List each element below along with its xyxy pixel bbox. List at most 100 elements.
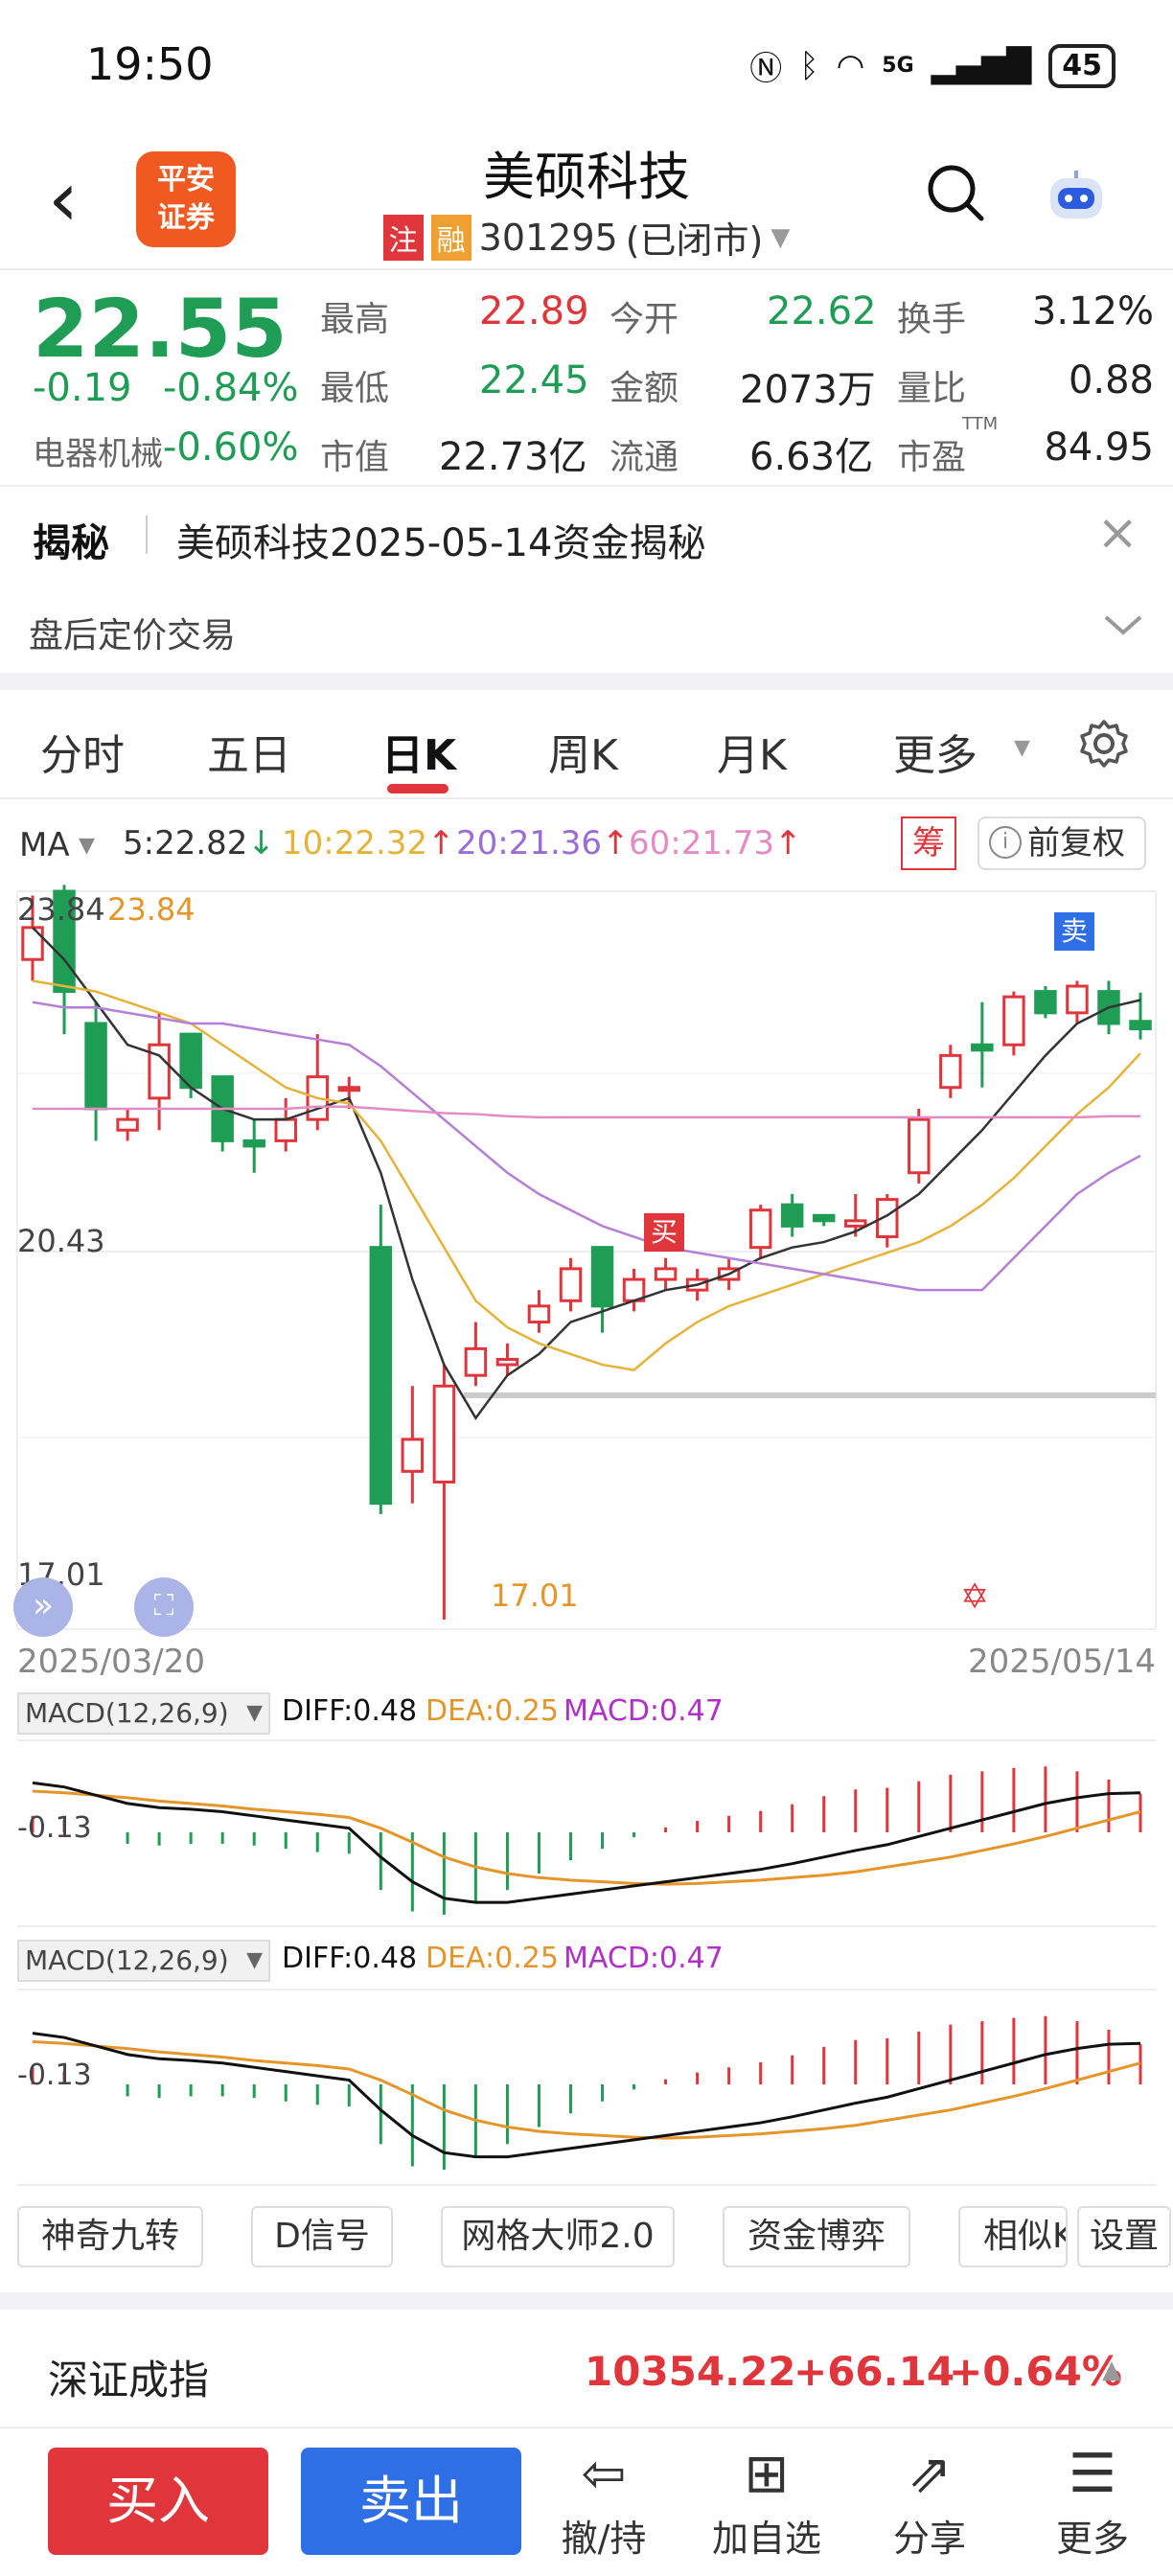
candle-body [401,1438,425,1473]
candle-body [84,1022,107,1111]
more-button[interactable]: ☰ 更多 [1025,2440,1160,2562]
current-price: 22.55 [33,282,288,376]
margin-badge-zhu: 注 [382,214,424,261]
adjust-mode-button[interactable]: i 前复权 [978,816,1146,870]
up-arrow-icon: ↑ [602,824,630,862]
more-dropdown-icon: ▼ [1014,736,1030,760]
turnover-value: 3.12% [1031,289,1154,334]
stock-name: 美硕科技 [483,147,690,207]
ma5-value-group: 5:22.82↓ [123,824,275,862]
sector-name[interactable]: 电器机械 [33,435,163,473]
macd1-label: MACD(12,26,9) [25,1697,229,1729]
robot-assistant-icon[interactable] [1045,169,1108,222]
pe-value: 84.95 [1044,426,1154,470]
candle-body [844,1219,867,1228]
min-price-marker: 17.01 [491,1577,579,1614]
notice-separator [146,516,148,554]
ma-selector[interactable]: MA [19,826,70,864]
section-gap [0,673,1173,690]
candle-body [559,1267,583,1302]
tool-d-signal[interactable]: D信号 [251,2206,393,2267]
candle-body [21,926,44,961]
macd2-macd: MACD:0.47 [564,1942,724,1975]
chart-svg [16,885,1157,2186]
y-axis-mid-label: 20.43 [17,1223,105,1259]
status-icons: Ⓝ ᛒ ◠ 5G ▂▄▆█ 45 [749,42,1116,89]
candle-body [274,1117,297,1142]
tool-settings[interactable]: 设置 [1077,2206,1171,2267]
pe-label: 市盈 [897,438,967,477]
back-icon[interactable]: ‹ [48,154,79,243]
ma-legend: MA ▼ 5:22.82↓ 10:22.32↑ 20:21.36↑ 60:21.… [0,813,1173,880]
period-tabs: 分时 五日 日K 周K 月K 更多 ▼ [0,692,1173,797]
index-ticker[interactable]: 深证成指 10354.22 +66.14 +0.64% ▲ [0,2312,1173,2426]
fund-reveal-notice[interactable]: 揭秘 美硕科技2025-05-14资金揭秘 × [0,487,1173,583]
after-hours-row[interactable]: 盘后定价交易 [0,583,1173,669]
macd-diff-line [32,2032,1141,2159]
macd-diff-line [32,1781,1141,1904]
max-price-marker: 23.84 [107,891,196,928]
sell-button[interactable]: 卖出 [301,2448,521,2555]
buy-button[interactable]: 买入 [48,2448,268,2555]
settings-gear-icon[interactable] [1079,719,1129,772]
event-star-icon[interactable]: ✡ [960,1577,990,1617]
tab-daily-k[interactable]: 日K [381,731,457,780]
search-icon[interactable] [926,163,985,222]
price-change-pct: -0.84% [163,366,299,410]
ma20-value: 20:21.36 [456,824,603,862]
macd2-chart [31,2015,1142,2170]
macd1-selector[interactable]: MACD(12,26,9) ▼ [17,1692,270,1735]
cancel-hold-icon: ⇦ [581,2443,627,2505]
fullscreen-icon[interactable]: ⛶ [134,1577,194,1637]
close-icon[interactable]: × [1096,504,1138,562]
tab-more[interactable]: 更多 [893,731,978,780]
share-button[interactable]: ⇗ 分享 [862,2440,997,2562]
tool-fund-game[interactable]: 资金博弈 [723,2206,910,2267]
tab-five-day[interactable]: 五日 [207,731,291,780]
ma-dropdown-icon[interactable]: ▼ [79,834,95,858]
candle-body [971,1043,994,1052]
candle-body [1034,990,1057,1015]
tool-magic-nine[interactable]: 神奇九转 [17,2206,203,2267]
date-start: 2025/03/20 [17,1643,205,1681]
divider [0,797,1173,799]
macd2-label: MACD(12,26,9) [25,1944,229,1976]
candle-body [780,1203,804,1228]
section-gap [0,2292,1173,2310]
macd2-dropdown-icon: ▼ [246,1948,263,1972]
chip-distribution-button[interactable]: 筹 [901,816,956,870]
after-hours-label: 盘后定价交易 [29,616,237,656]
candle-body [1066,984,1089,1015]
index-change: +66.14 [794,2348,955,2395]
tab-intraday[interactable]: 分时 [40,731,125,780]
vol-ratio-value: 0.88 [1068,358,1154,402]
expand-left-icon[interactable]: » [13,1577,73,1637]
macd1-dea: DEA:0.25 [426,1694,559,1728]
macd2-grid [17,1989,1156,2186]
vol-ratio-label: 量比 [897,369,967,408]
ma-line-ma10 [32,979,1141,1371]
open-label: 今开 [610,300,679,339]
add-watchlist-button[interactable]: ⊞ 加自选 [700,2440,834,2562]
adjust-mode-label: 前复权 [1027,824,1125,862]
tool-grid-master[interactable]: 网格大师2.0 [441,2206,675,2267]
tool-similar-k[interactable]: 相似K [958,2206,1068,2267]
tab-weekly-k[interactable]: 周K [548,731,618,780]
macd2-dea: DEA:0.25 [426,1942,559,1975]
buy-signal-marker[interactable]: 买 [644,1213,684,1252]
notice-text: 美硕科技2025-05-14资金揭秘 [176,521,706,565]
candle-body [1002,995,1025,1046]
macd-dea-line [32,1789,1141,1886]
sell-signal-marker[interactable]: 卖 [1054,912,1094,951]
more-label: 更多 [1055,2518,1129,2560]
macd2-selector[interactable]: MACD(12,26,9) ▼ [17,1940,270,1982]
stock-code-row[interactable]: 注 融 301295 (已闭市) ▼ [0,211,1173,264]
tab-monthly-k[interactable]: 月K [717,731,787,780]
amount-value: 2073万 [740,368,876,412]
ma60-value-group: 60:21.73↑ [629,824,802,862]
index-value: 10354.22 [585,2348,796,2395]
cancel-hold-button[interactable]: ⇦ 撤/持 [537,2440,671,2562]
add-watchlist-label: 加自选 [711,2518,821,2560]
y-axis-top-label: 23.84 [17,891,105,928]
candle-body [495,1357,519,1367]
